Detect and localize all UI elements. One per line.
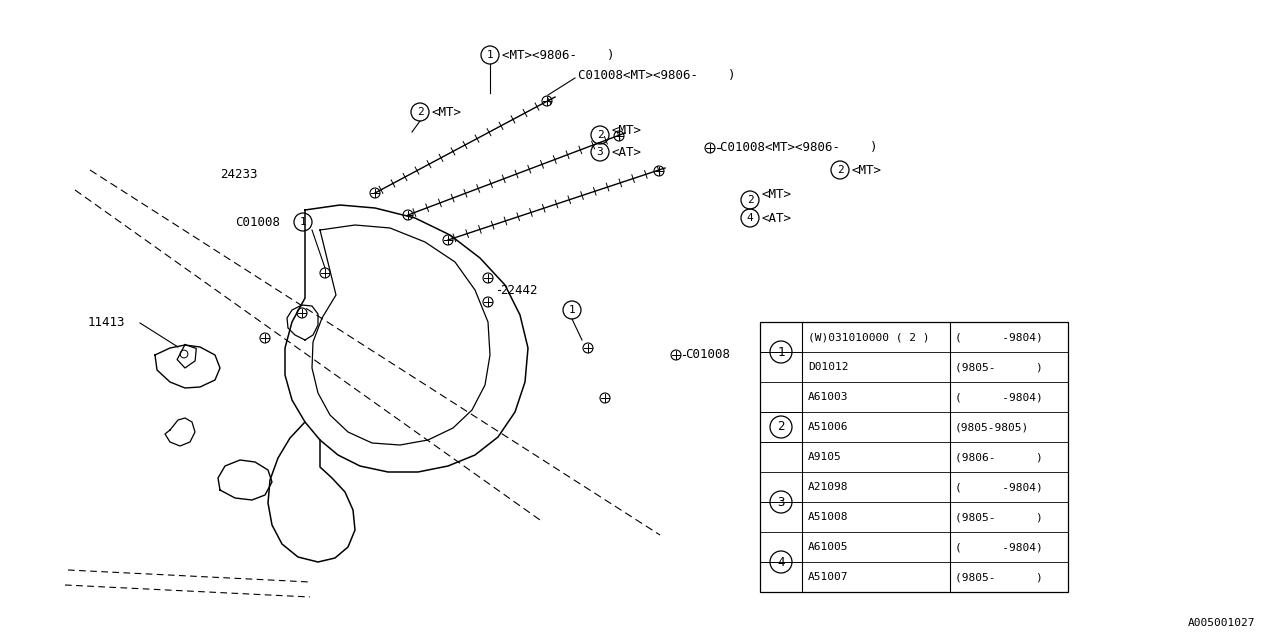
Text: A51007: A51007 [808, 572, 849, 582]
Text: 11413: 11413 [88, 317, 125, 330]
Text: A21098: A21098 [808, 482, 849, 492]
Text: (9806-      ): (9806- ) [955, 452, 1043, 462]
Text: 3: 3 [596, 147, 603, 157]
Text: 24233: 24233 [220, 168, 257, 182]
Text: 1: 1 [777, 346, 785, 358]
Text: <MT>: <MT> [762, 189, 792, 202]
Text: A51008: A51008 [808, 512, 849, 522]
Text: <AT>: <AT> [762, 211, 792, 225]
Text: <MT>: <MT> [852, 163, 882, 177]
Text: C01008<MT><9806-    ): C01008<MT><9806- ) [719, 141, 878, 154]
Text: 2: 2 [746, 195, 754, 205]
Text: A61003: A61003 [808, 392, 849, 402]
Text: (      -9804): ( -9804) [955, 482, 1043, 492]
Text: <AT>: <AT> [612, 145, 643, 159]
Text: <MT>: <MT> [612, 124, 643, 136]
Text: (9805-      ): (9805- ) [955, 362, 1043, 372]
Text: 2: 2 [596, 130, 603, 140]
Text: (      -9804): ( -9804) [955, 392, 1043, 402]
Text: C01008<MT><9806-    ): C01008<MT><9806- ) [579, 68, 736, 81]
Text: 2: 2 [777, 420, 785, 433]
Text: 2: 2 [416, 107, 424, 117]
Text: 4: 4 [777, 556, 785, 568]
Text: A61005: A61005 [808, 542, 849, 552]
Text: <MT>: <MT> [433, 106, 462, 118]
Text: (      -9804): ( -9804) [955, 542, 1043, 552]
Text: 2: 2 [837, 165, 844, 175]
Text: 1: 1 [300, 217, 306, 227]
Text: D01012: D01012 [808, 362, 849, 372]
Text: A9105: A9105 [808, 452, 842, 462]
Bar [760, 322, 1068, 592]
Text: <MT><9806-    ): <MT><9806- ) [502, 49, 614, 61]
Text: C01008: C01008 [685, 349, 730, 362]
Text: C01008: C01008 [236, 216, 280, 228]
Text: (      -9804): ( -9804) [955, 332, 1043, 342]
Text: 4: 4 [746, 213, 754, 223]
Text: (9805-9805): (9805-9805) [955, 422, 1029, 432]
Text: (9805-      ): (9805- ) [955, 572, 1043, 582]
Text: 3: 3 [777, 495, 785, 509]
Text: 1: 1 [568, 305, 576, 315]
Text: (9805-      ): (9805- ) [955, 512, 1043, 522]
Text: (W)031010000 ( 2 ): (W)031010000 ( 2 ) [808, 332, 929, 342]
Text: A005001027: A005001027 [1188, 618, 1254, 628]
Text: A51006: A51006 [808, 422, 849, 432]
Text: 1: 1 [486, 50, 493, 60]
Text: 22442: 22442 [500, 284, 538, 296]
